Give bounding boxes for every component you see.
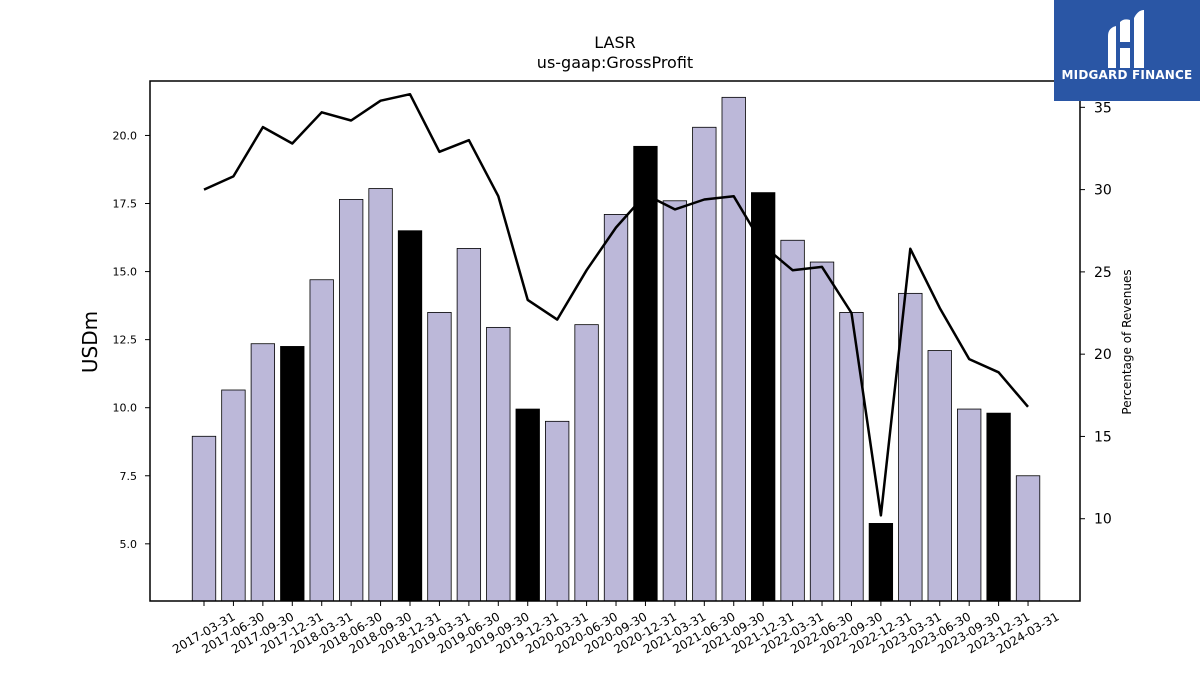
y2-tick-label: 30 [1094,183,1112,199]
bar-2020-12-31 [633,145,658,602]
bar-2023-06-30 [927,350,952,602]
bar-2019-09-30 [486,326,511,602]
bar-2018-12-31 [397,230,423,602]
bar-2017-09-30 [250,343,276,602]
bar-2024-03-31 [1015,475,1041,602]
bar-2023-12-31 [986,412,1011,602]
y-tick-label: 20.0 [113,129,138,142]
plot-frame [149,80,1081,602]
y-tick-label: 17.5 [113,198,138,211]
y-tick-label: 10.0 [113,402,138,415]
y-tick-label: 15.0 [113,266,138,279]
bar-2018-03-31 [309,279,334,602]
line-percentage-of-revenues [203,92,1029,517]
bar-2022-12-31 [868,523,894,602]
bar-2021-09-30 [721,96,746,602]
bar-2019-12-31 [515,408,540,602]
bar-2019-06-30 [456,248,482,602]
bar-2018-06-30 [338,199,364,602]
bar-2022-03-31 [780,239,805,602]
y-tick-label: 7.5 [120,470,138,483]
y2-tick-label: 10 [1094,512,1112,528]
bar-2022-09-30 [839,312,864,602]
bar-2021-03-31 [662,200,688,602]
bar-2017-12-31 [280,346,305,602]
y2-tick-label: 15 [1094,429,1112,445]
chart-subtitle: us-gaap:GrossProfit [537,53,693,72]
line-layer [203,92,1029,517]
x-axis: 2017-03-312017-06-302017-09-302017-12-31… [170,601,1062,656]
y-axis-right: 10 15 20 25 30 35 [1080,100,1112,528]
y2-tick-label: 20 [1094,347,1112,363]
logo-mark-icon [1108,10,1144,68]
y-axis-left: 5.0 7.5 10.0 12.5 15.0 17.5 20.0 [113,129,150,551]
bar-2020-06-30 [574,324,599,602]
bar-2019-03-31 [427,312,452,602]
bar-2017-06-30 [221,389,246,602]
bar-2023-09-30 [957,408,982,602]
bar-2020-09-30 [603,214,629,602]
bar-2020-03-31 [545,420,570,602]
brand-name: MIDGARD FINANCE [1061,68,1193,82]
bar-2022-06-30 [809,261,835,602]
bar-2017-03-31 [191,435,217,602]
y2-tick-label: 25 [1094,265,1112,281]
bar-2023-03-31 [898,292,923,602]
y-axis-label: USDm [78,311,102,373]
chart-title: LASR [594,33,636,52]
y2-tick-label: 35 [1094,100,1112,116]
bar-2018-09-30 [368,188,393,602]
y2-axis-label: Percentage of Revenues [1120,269,1134,414]
bars-layer [191,96,1041,602]
y-tick-label: 5.0 [120,538,138,551]
brand-logo: MIDGARD FINANCE [1054,0,1200,101]
y-tick-label: 12.5 [113,334,138,347]
